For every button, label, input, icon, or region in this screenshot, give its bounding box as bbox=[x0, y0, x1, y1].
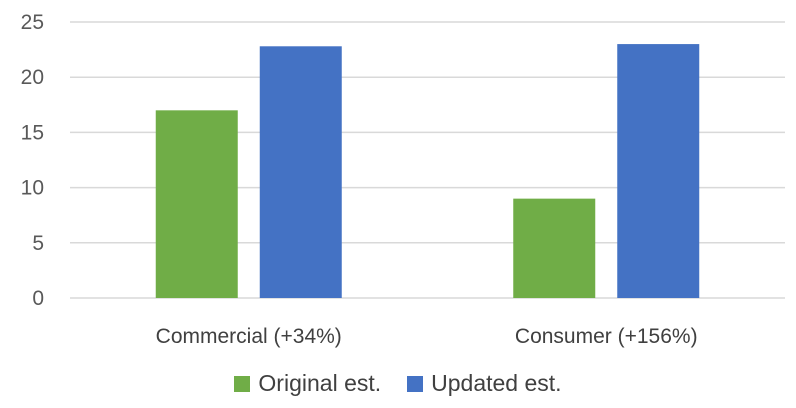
legend-item-updated: Updated est. bbox=[407, 370, 562, 397]
legend-label-original: Original est. bbox=[258, 370, 382, 396]
y-tick-label: 20 bbox=[21, 66, 44, 89]
x-category-label: Commercial (+34%) bbox=[156, 325, 342, 348]
y-tick-label: 25 bbox=[21, 11, 44, 34]
y-tick-label: 0 bbox=[32, 287, 44, 310]
legend-item-original: Original est. bbox=[234, 370, 381, 397]
bar-updated bbox=[617, 44, 700, 298]
y-tick-label: 5 bbox=[32, 232, 44, 255]
bar-original bbox=[513, 198, 596, 298]
bar-chart: 0 5 10 15 20 25 Commercial (+34%) Consumer (+15… bbox=[21, 11, 785, 348]
bar-updated bbox=[259, 46, 342, 299]
x-category-label: Consumer (+156%) bbox=[515, 325, 698, 348]
bar-original bbox=[155, 110, 238, 298]
legend: Original est. Updated est. bbox=[0, 370, 796, 397]
y-tick-label: 10 bbox=[21, 177, 44, 200]
legend-label-updated: Updated est. bbox=[431, 370, 562, 396]
legend-swatch-original bbox=[234, 375, 251, 392]
legend-swatch-updated bbox=[407, 375, 424, 392]
y-tick-label: 15 bbox=[21, 121, 44, 144]
